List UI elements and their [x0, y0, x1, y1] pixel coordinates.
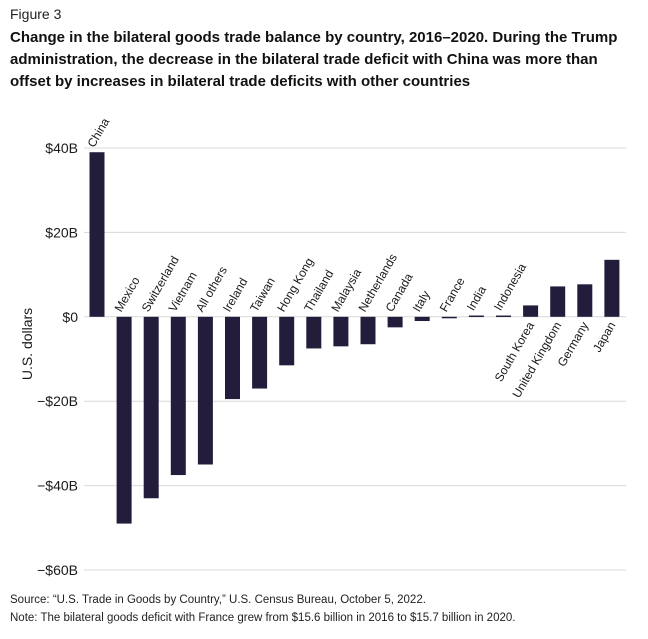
source-note: Source: “U.S. Trade in Goods by Country,…: [10, 594, 426, 606]
y-tick-label: −$20B: [37, 393, 78, 409]
footnote: Note: The bilateral goods deficit with F…: [10, 612, 516, 624]
bar-south-korea: [523, 305, 539, 317]
bar-japan: [604, 259, 620, 317]
bar-switzerland: [143, 316, 159, 499]
category-label-india: India: [464, 283, 489, 313]
bar-italy: [414, 316, 430, 322]
bar-thailand: [306, 316, 322, 349]
category-label-japan: Japan: [590, 319, 618, 354]
y-tick-label: $20B: [45, 224, 78, 240]
category-label-china: China: [84, 115, 112, 149]
bar-ireland: [225, 316, 240, 400]
bar-canada: [387, 316, 403, 328]
bar-united-kingdom: [550, 286, 566, 317]
bar-malaysia: [333, 316, 349, 347]
bar-indonesia: [496, 315, 511, 318]
bar-france: [441, 316, 457, 319]
bar-taiwan: [252, 316, 268, 389]
y-tick-label: −$40B: [37, 478, 78, 494]
bar-germany: [577, 284, 593, 317]
bar-netherlands: [360, 316, 376, 345]
category-label-indonesia: Indonesia: [491, 261, 529, 313]
category-label-taiwan: Taiwan: [247, 275, 278, 314]
y-tick-label: $0: [62, 309, 78, 325]
bar-hong-kong: [279, 316, 295, 366]
figure-label: Figure 3: [10, 6, 62, 22]
bar-vietnam: [170, 316, 186, 476]
category-label-mexico: Mexico: [112, 274, 143, 314]
bar-india: [468, 315, 484, 318]
bar-mexico: [116, 316, 132, 524]
bar-china: [89, 152, 105, 317]
y-axis-ticks: $40B $20B $0 −$20B −$40B −$60B: [37, 140, 78, 578]
category-label-ireland: Ireland: [220, 276, 250, 315]
category-label-italy: Italy: [410, 288, 433, 314]
chart-title: Change in the bilateral goods trade bala…: [10, 29, 618, 90]
y-axis-label: U.S. dollars: [19, 308, 35, 380]
bars: [89, 152, 620, 524]
bar-all-others: [197, 316, 213, 465]
y-tick-label: −$60B: [37, 562, 78, 578]
category-label-france: France: [437, 275, 468, 315]
y-tick-label: $40B: [45, 140, 78, 156]
